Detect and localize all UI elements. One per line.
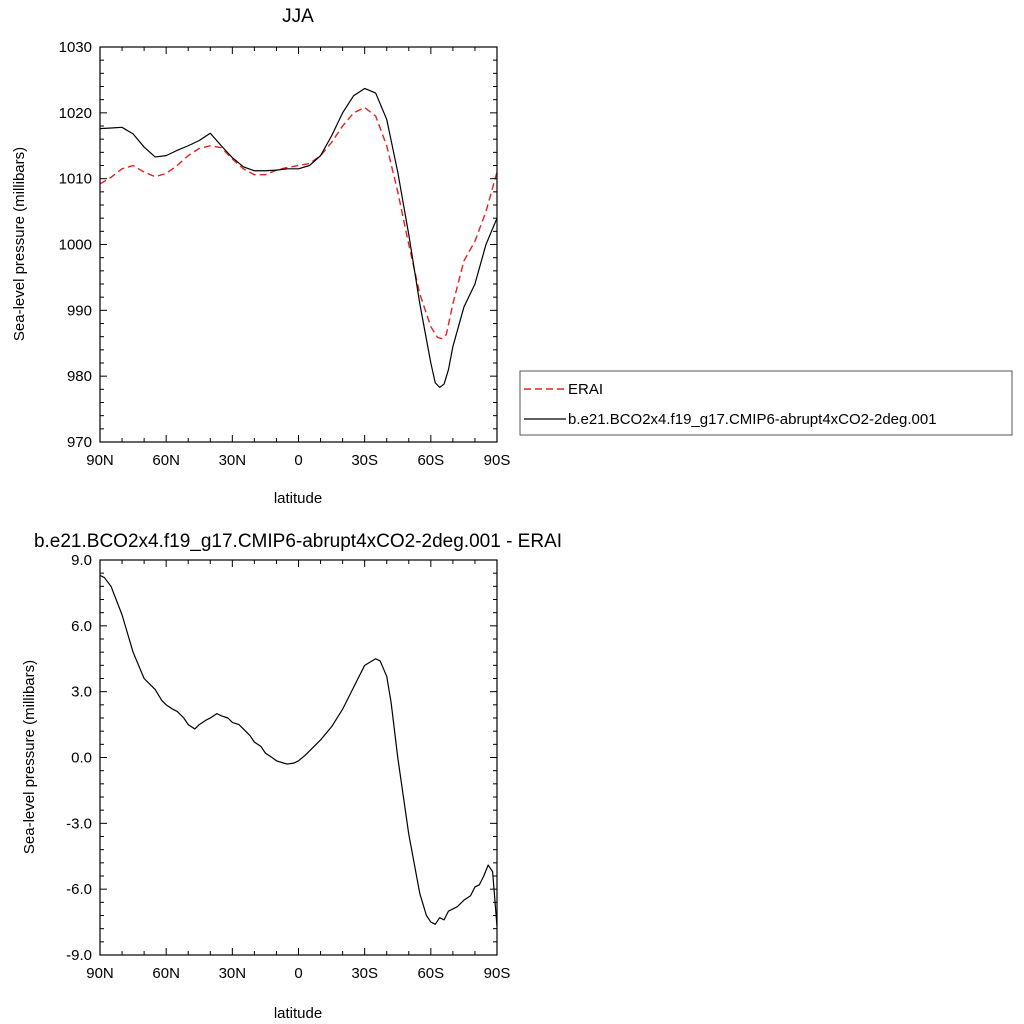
y-tick-label: -9.0 — [66, 947, 92, 964]
y-tick-label: 1010 — [59, 171, 92, 188]
top-panel-x-axis-title: latitude — [274, 490, 322, 507]
bottom-panel: b.e21.BCO2x4.f19_g17.CMIP6-abrupt4xCO2-2… — [21, 531, 562, 1022]
bottom-panel-y-axis-title: Sea-level pressure (millibars) — [21, 660, 38, 854]
y-tick-label: 0.0 — [71, 750, 92, 767]
x-tick-label: 60S — [417, 965, 444, 982]
y-tick-label: 3.0 — [71, 684, 92, 701]
x-tick-label: 30N — [219, 452, 247, 469]
y-tick-label: 9.0 — [71, 552, 92, 569]
x-tick-label: 60N — [152, 452, 180, 469]
legend-label-erai: ERAI — [568, 381, 603, 398]
x-tick-label: 60N — [152, 965, 180, 982]
y-tick-label: 1020 — [59, 105, 92, 122]
x-tick-label: 60S — [417, 452, 444, 469]
y-tick-label: 1030 — [59, 39, 92, 56]
legend-label-model: b.e21.BCO2x4.f19_g17.CMIP6-abrupt4xCO2-2… — [568, 411, 937, 428]
y-tick-label: 980 — [67, 368, 92, 385]
y-tick-label: 990 — [67, 302, 92, 319]
y-tick-label: -3.0 — [66, 815, 92, 832]
x-tick-label: 30S — [351, 452, 378, 469]
bottom-panel-frame — [99, 559, 498, 956]
x-tick-label: 0 — [294, 965, 302, 982]
x-tick-label: 90S — [484, 965, 511, 982]
legend: ERAI b.e21.BCO2x4.f19_g17.CMIP6-abrupt4x… — [519, 370, 1013, 436]
bottom-panel-x-axis-title: latitude — [274, 1005, 322, 1022]
top-panel-y-axis-title: Sea-level pressure (millibars) — [11, 147, 28, 341]
bottom-panel-title: b.e21.BCO2x4.f19_g17.CMIP6-abrupt4xCO2-2… — [34, 531, 562, 552]
y-tick-label: 970 — [67, 434, 92, 451]
legend-box — [519, 370, 1013, 436]
y-tick-label: 1000 — [59, 237, 92, 254]
top-panel-title: JJA — [282, 6, 314, 27]
y-tick-label: 6.0 — [71, 618, 92, 635]
x-tick-label: 90N — [86, 452, 114, 469]
series-line-panel1-0 — [99, 574, 498, 927]
series-line-erai — [99, 106, 498, 340]
top-panel-frame — [99, 46, 498, 443]
top-panel: JJA 90N 60N 30N 0 30S 60S 90S 970 980 990 1000 101… — [11, 6, 510, 507]
x-tick-label: 30N — [219, 965, 247, 982]
y-tick-label: -6.0 — [66, 881, 92, 898]
x-tick-label: 90N — [86, 965, 114, 982]
x-tick-label: 0 — [294, 452, 302, 469]
series-line-b-e21-bco2x4-f19-g17-cmip6-abrupt4xco2-2deg-001 — [99, 87, 498, 388]
x-tick-label: 90S — [484, 452, 511, 469]
x-tick-label: 30S — [351, 965, 378, 982]
